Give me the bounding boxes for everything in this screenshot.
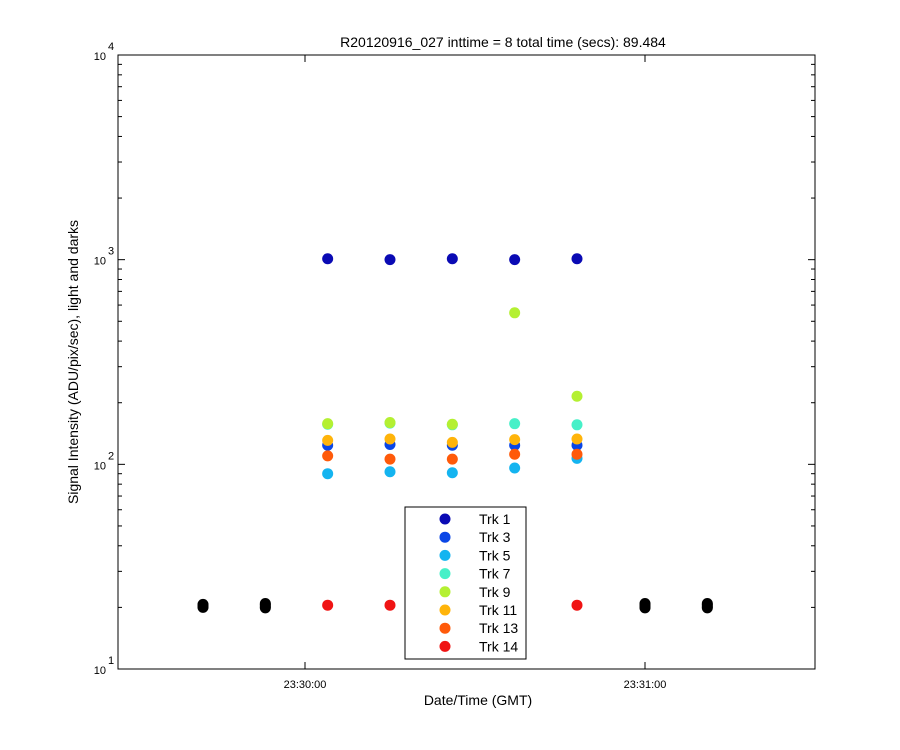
y-tick-label-exponent: 2 — [108, 450, 114, 462]
legend-marker — [439, 531, 451, 543]
point-trk-5 — [322, 468, 334, 480]
chart-title: R20120916_027 inttime = 8 total time (se… — [340, 34, 666, 50]
point-trk-11 — [384, 433, 396, 445]
y-tick-label: 102 — [94, 450, 114, 472]
dark-point — [701, 597, 713, 609]
x-axis-label: Date/Time (GMT) — [424, 692, 532, 708]
point-trk-9 — [322, 418, 334, 430]
y-tick-label-exponent: 3 — [108, 246, 114, 258]
legend-label: Trk 13 — [479, 620, 518, 636]
point-trk-5 — [509, 462, 521, 474]
legend-box — [404, 506, 527, 660]
y-tick-label-base: 10 — [94, 256, 106, 268]
x-tick-label: 23:30:00 — [284, 679, 327, 691]
legend-marker — [439, 568, 451, 580]
y-tick-label: 104 — [94, 41, 114, 63]
point-trk-9 — [446, 418, 458, 430]
y-tick-label: 101 — [94, 655, 114, 677]
y-tick-label: 103 — [94, 246, 114, 268]
legend-label: Trk 11 — [479, 602, 517, 618]
legend-marker — [439, 513, 451, 525]
point-trk-7 — [571, 419, 583, 431]
legend-label: Trk 7 — [479, 566, 511, 582]
point-trk-7 — [509, 418, 521, 430]
legend-marker — [439, 586, 451, 598]
legend-label: Trk 9 — [479, 584, 511, 600]
axis-ticks — [118, 55, 815, 669]
y-tick-label-base: 10 — [94, 460, 106, 472]
point-trk-13 — [571, 448, 583, 460]
legend-marker — [439, 549, 451, 561]
point-trk-1 — [322, 253, 334, 265]
legend-label: Trk 1 — [479, 511, 511, 527]
y-axis-label: Signal Intensity (ADU/pix/sec), light an… — [65, 220, 81, 504]
y-tick-label-exponent: 4 — [108, 41, 114, 53]
legend-label: Trk 5 — [479, 547, 511, 563]
legend-marker — [439, 640, 451, 652]
y-tick-label-base: 10 — [94, 665, 106, 677]
point-trk-13 — [446, 453, 458, 465]
point-trk-14 — [384, 599, 396, 611]
point-trk-1 — [509, 254, 521, 266]
point-trk-1 — [384, 254, 396, 266]
point-trk-14 — [322, 599, 334, 611]
dark-point — [197, 598, 209, 610]
y-tick-label-exponent: 1 — [108, 655, 114, 667]
dark-point — [639, 597, 651, 609]
point-trk-14 — [571, 599, 583, 611]
point-trk-13 — [322, 450, 334, 462]
legend-marker — [439, 622, 451, 634]
point-trk-1 — [571, 253, 583, 265]
point-trk-9 — [384, 417, 396, 429]
point-trk-5 — [384, 466, 396, 478]
point-trk-9 — [509, 307, 521, 319]
point-trk-9 — [571, 390, 583, 402]
point-trk-5 — [446, 467, 458, 479]
point-trk-13 — [509, 448, 521, 460]
point-trk-11 — [446, 436, 458, 448]
dark-point — [259, 597, 271, 609]
legend-label: Trk 14 — [479, 638, 518, 654]
point-trk-1 — [446, 253, 458, 265]
y-tick-label-base: 10 — [94, 51, 106, 63]
point-trk-13 — [384, 453, 396, 465]
data-points — [197, 253, 713, 614]
point-trk-11 — [571, 433, 583, 445]
point-trk-11 — [509, 434, 521, 446]
x-tick-label: 23:31:00 — [624, 679, 667, 691]
legend: Trk 1 Trk 3 Trk 5 Trk 7 Trk 9 Trk 11 Trk 13 Trk… — [404, 506, 527, 660]
legend-marker — [439, 604, 451, 616]
point-trk-11 — [322, 434, 334, 446]
legend-label: Trk 3 — [479, 529, 511, 545]
